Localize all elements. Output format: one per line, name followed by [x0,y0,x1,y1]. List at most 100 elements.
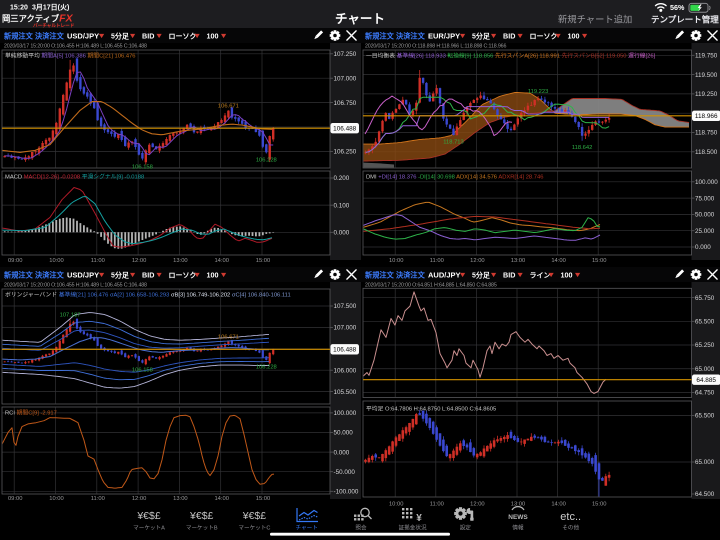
svg-text:100.000: 100.000 [334,410,357,417]
svg-text:一目均衡表 基準線[26] 118.933 転換線[9] 1: 一目均衡表 基準線[26] 118.933 転換線[9] 118.856 先行ス… [366,52,656,60]
svg-text:13:00: 13:00 [173,496,188,502]
svg-text:ローソク: ローソク [169,32,197,41]
svg-text:100: 100 [568,32,580,41]
svg-text:106.228: 106.228 [256,158,277,164]
svg-text:10:00: 10:00 [389,258,404,264]
svg-text:マーケットB: マーケットB [186,525,218,532]
svg-text:106.158: 106.158 [132,164,153,170]
svg-text:106.671: 106.671 [218,335,239,341]
svg-text:09:00: 09:00 [8,496,23,502]
svg-text:14:00: 14:00 [214,496,229,502]
svg-text:118.713: 118.713 [443,139,464,145]
svg-text:マーケットA: マーケットA [133,525,165,532]
svg-text:情報: 情報 [512,524,524,532]
svg-text:0.000: 0.000 [334,230,350,237]
svg-text:etc..: etc.. [560,511,581,523]
svg-text:100: 100 [207,32,219,41]
svg-text:15:00: 15:00 [592,258,607,264]
svg-text:¥: ¥ [416,513,422,524]
svg-text:NEWS: NEWS [508,514,528,521]
svg-text:2020/03/17 15:20:00 O:106.455: 2020/03/17 15:20:00 O:106.455 H:106.489 … [4,283,147,289]
svg-text:15:00: 15:00 [256,496,271,502]
svg-text:EUR/JPY: EUR/JPY [428,32,460,41]
svg-text:決済注文: 決済注文 [35,32,65,41]
svg-text:10:00: 10:00 [49,496,64,502]
svg-text:118.750: 118.750 [695,130,718,137]
svg-text:USD/JPY: USD/JPY [67,271,99,280]
svg-text:0.100: 0.100 [334,202,350,209]
svg-text:5分足: 5分足 [472,271,491,280]
svg-text:BID: BID [503,32,515,41]
svg-text:64.885: 64.885 [696,377,716,384]
svg-text:決済注文: 決済注文 [396,271,426,280]
svg-text:65.250: 65.250 [695,342,715,349]
svg-text:106.000: 106.000 [334,367,357,374]
svg-text:ローソク: ローソク [530,32,558,41]
svg-text:ボリンジャーバンド 基準線[21] 106.476 σA[2: ボリンジャーバンド 基準線[21] 106.476 σA[2] 106.658-… [5,291,291,299]
svg-text:56%: 56% [670,3,685,12]
svg-text:100: 100 [561,271,573,280]
svg-text:3月17日(火): 3月17日(火) [32,4,69,12]
svg-text:照会: 照会 [355,524,367,532]
svg-text:65.000: 65.000 [695,366,715,373]
svg-text:64.750: 64.750 [695,390,715,397]
svg-text:11:00: 11:00 [430,502,444,508]
svg-text:新規注文: 新規注文 [4,32,34,41]
svg-text:岡三アクティブFX: 岡三アクティブFX [2,13,74,25]
svg-text:09:00: 09:00 [8,258,23,264]
svg-text:2020/03/17 15:20:00 O:106.455: 2020/03/17 15:20:00 O:106.455 H:106.489 … [4,44,147,50]
svg-text:¥€$£: ¥€$£ [136,510,161,522]
svg-text:ライン: ライン [530,272,551,280]
svg-text:11:00: 11:00 [91,496,105,502]
svg-text:その他: その他 [562,524,579,532]
svg-text:100: 100 [207,271,219,280]
svg-text:BID: BID [142,271,154,280]
svg-text:2020/03/17 15:20:00 O:118.898: 2020/03/17 15:20:00 O:118.898 H:118.966 … [365,44,506,50]
svg-text:106.750: 106.750 [334,100,357,107]
svg-text:107.000: 107.000 [334,75,357,82]
svg-text:107.500: 107.500 [334,303,357,310]
svg-text:12:00: 12:00 [132,258,147,264]
svg-text:12:00: 12:00 [470,258,485,264]
svg-text:チャート: チャート [335,12,385,26]
svg-text:118.642: 118.642 [572,145,593,151]
svg-text:106.488: 106.488 [333,347,357,354]
svg-text:119.500: 119.500 [695,72,718,79]
svg-text:平均足 O:64.7806 H:64.8750 L:64.: 平均足 O:64.7806 H:64.8750 L:64.8500 C:64.8… [366,405,496,413]
svg-text:65.500: 65.500 [695,413,715,420]
svg-text:新規チャート追加: 新規チャート追加 [558,14,632,25]
svg-text:64.500: 64.500 [695,491,715,498]
svg-text:50.000: 50.000 [695,212,715,219]
svg-text:決済注文: 決済注文 [35,271,65,280]
svg-text:新規注文: 新規注文 [365,32,395,41]
svg-text:5分足: 5分足 [111,32,130,41]
svg-text:5分足: 5分足 [472,32,491,41]
svg-text:12:00: 12:00 [470,502,485,508]
svg-text:14:00: 14:00 [551,502,566,508]
svg-text:5分足: 5分足 [111,271,130,280]
svg-text:15:20: 15:20 [10,5,28,12]
svg-text:119.250: 119.250 [695,91,718,98]
svg-text:10:00: 10:00 [49,258,64,264]
svg-text:118.966: 118.966 [695,113,718,120]
svg-text:75.000: 75.000 [695,195,715,202]
svg-text:BID: BID [503,271,515,280]
svg-text:新規注文: 新規注文 [365,271,395,280]
svg-text:BID: BID [142,32,154,41]
svg-text:設定: 設定 [460,524,472,532]
svg-text:13:00: 13:00 [173,258,188,264]
svg-text:119.223: 119.223 [528,89,549,95]
svg-text:119.750: 119.750 [695,53,718,60]
svg-text:15:00: 15:00 [256,258,271,264]
svg-text:15:00: 15:00 [592,502,607,508]
svg-text:チャート: チャート [296,525,318,532]
svg-text:RCI 期間C[9] -2.917: RCI 期間C[9] -2.917 [5,410,57,417]
svg-text:25.000: 25.000 [695,228,715,235]
svg-text:単純移動平均 期間A[5] 106.386 期間C[21]: 単純移動平均 期間A[5] 106.386 期間C[21] 106.476 [5,52,136,60]
svg-text:107.187: 107.187 [60,312,81,318]
svg-text:-50.000: -50.000 [334,469,356,476]
svg-text:-100.000: -100.000 [334,489,359,496]
svg-text:65.000: 65.000 [695,459,715,466]
svg-text:11:00: 11:00 [430,258,444,264]
svg-text:107.250: 107.250 [334,51,357,58]
